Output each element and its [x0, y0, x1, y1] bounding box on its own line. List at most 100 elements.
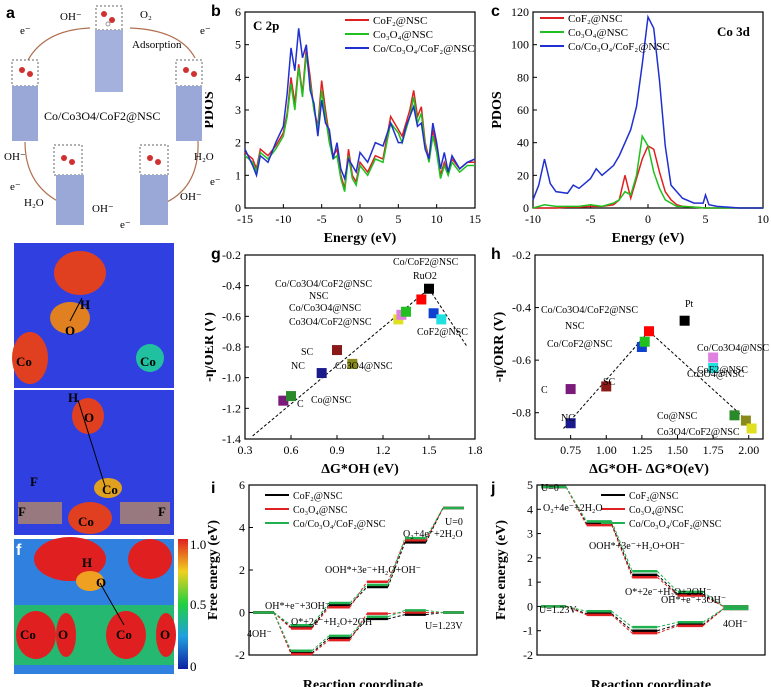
series-line	[532, 133, 763, 209]
structure-bottom-left	[53, 144, 84, 225]
species-e-1: e⁻	[20, 25, 31, 37]
plot-frame	[536, 484, 766, 656]
connector	[273, 612, 292, 626]
connector	[611, 614, 633, 634]
plot-frame	[534, 254, 764, 440]
y-tick-label: -2	[523, 648, 533, 662]
annotation: C	[541, 385, 548, 396]
x-tick-label: -5	[317, 212, 327, 226]
annotation: Co/Co3O4@NSC	[697, 343, 769, 354]
data-point	[740, 415, 751, 426]
annotation: 4OH⁻	[723, 619, 748, 630]
annotation: OH*+e⁻+3OH⁻	[661, 595, 726, 606]
y-tick-label: 3	[235, 103, 241, 117]
y-tick-label: 0	[239, 606, 245, 620]
connector	[425, 507, 444, 539]
panel-j-chart: j -2 -1 0 1 2 3 4 5 Reaction coordinate Free energ…	[490, 478, 766, 687]
legend-label: Co₃O₄@NSC	[373, 29, 433, 41]
panel-e-elf-map: e H O Co F F Co F	[4, 390, 174, 535]
x-tick-label: 2.00	[738, 443, 759, 457]
annotation: O₂+4e⁻+2H₂O	[543, 503, 603, 514]
y-tick-label: 1	[235, 168, 241, 182]
species-adsorption: Adsorption	[132, 39, 182, 51]
connector	[656, 576, 679, 596]
annotation: SC	[301, 347, 314, 358]
annotation: Co3O4@NSC	[687, 369, 745, 380]
series-line	[533, 144, 763, 209]
annotation: Co/CoF2@NSC	[547, 339, 613, 350]
panel-label-j: j	[490, 480, 495, 497]
y-tick-label: 0	[523, 201, 529, 215]
x-axis-label: ΔG*OH- ΔG*O(eV)	[589, 462, 709, 477]
connector	[657, 621, 678, 628]
x-tick-label: 0.6	[284, 443, 299, 457]
y-tick-label: 2	[235, 136, 241, 150]
data-point	[316, 368, 327, 379]
x-tick-label: 1.5	[422, 443, 437, 457]
y-tick-label: 4	[239, 521, 245, 535]
panel-label-a: a	[6, 5, 15, 22]
annotation: OH*+e⁻+3OH⁻	[265, 601, 330, 612]
x-axis-label: Energy (eV)	[612, 231, 685, 245]
panel-label-b: b	[211, 3, 221, 20]
x-tick-label: 1.75	[703, 443, 724, 457]
x-tick-label: -10	[275, 212, 291, 226]
annotation: Co@NSC	[657, 411, 698, 422]
species-oh-left: OH⁻	[4, 151, 26, 163]
structure-bottom-right	[139, 144, 169, 225]
species-e-4: e⁻	[210, 176, 221, 188]
connector	[611, 524, 633, 578]
elf-e-co-2: Co	[78, 514, 94, 529]
x-axis-label: Reaction coordinate	[591, 678, 711, 687]
connector	[311, 637, 330, 654]
y-tick-label: 6	[235, 5, 241, 19]
connector	[611, 523, 633, 576]
y-tick-label: 0	[527, 599, 533, 613]
x-tick-label: 0.3	[238, 443, 253, 457]
x-tick-label: 10	[757, 212, 769, 226]
annotation: Co/CoF2@NSC	[393, 257, 459, 268]
connector	[702, 591, 724, 607]
x-axis-label: Energy (eV)	[324, 231, 397, 245]
annotation: U=0	[445, 517, 463, 528]
annotation: O*+2e⁻+H₂O+2OH⁻	[625, 587, 712, 598]
y-tick-label: -0.4	[512, 301, 531, 315]
chart-title: C 2p	[253, 18, 279, 33]
panel-d-elf-map: d H O Co Co	[4, 243, 174, 388]
series-line	[532, 14, 763, 209]
connector	[611, 613, 633, 632]
y-tick-label: -0.4	[222, 279, 241, 293]
panel-label-e: e	[4, 393, 13, 410]
legend-label: CoF₂@NSC	[293, 491, 343, 502]
y-axis-label: Free energy (eV)	[494, 520, 509, 620]
connector	[349, 586, 368, 606]
data-point	[729, 410, 740, 421]
y-tick-label: 20	[517, 168, 529, 182]
data-point	[416, 294, 427, 305]
x-tick-label: 0.75	[560, 443, 581, 457]
panel-h-chart: h 0.75 1.00 1.25 1.50 1.75 2.00 -0.2 -0.4 -0.6 -0.…	[491, 246, 769, 477]
species-oh-bottom: OH⁻	[92, 203, 114, 215]
legend-label: Co/Co₃O₄/CoF₂@NSC	[293, 519, 386, 530]
y-tick-label: -2	[235, 648, 245, 662]
data-point	[428, 308, 439, 319]
elf-e-co-1: Co	[102, 482, 118, 497]
y-tick-label: 3	[527, 527, 533, 541]
annotation: U=0	[541, 483, 559, 494]
panel-f-elf-map: f H O Co O Co O 1.0 0.5 0	[14, 537, 206, 674]
connector	[387, 542, 406, 588]
connector	[702, 608, 724, 627]
x-tick-label: 10	[431, 212, 443, 226]
annotation: U=1.23V	[425, 621, 463, 632]
species-oh-right: OH⁻	[180, 191, 202, 203]
data-point	[639, 336, 650, 347]
y-tick-label: -0.2	[222, 248, 241, 262]
connector	[387, 537, 406, 586]
connector	[387, 609, 406, 618]
annotation: 4OH⁻	[247, 629, 272, 640]
y-tick-label: 5	[235, 38, 241, 52]
connector	[702, 608, 724, 623]
panel-a-center-label: Co/Co3O4/CoF2@NSC	[44, 109, 160, 123]
connector	[425, 612, 444, 616]
elf-f-o-3: O	[160, 627, 170, 642]
